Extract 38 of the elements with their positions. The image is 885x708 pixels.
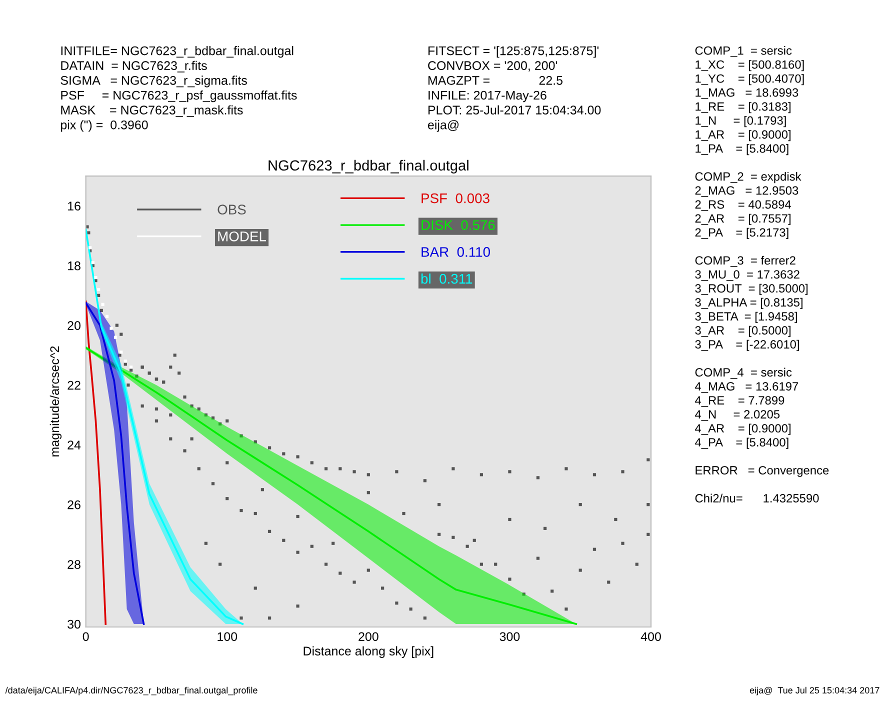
- y-axis-title: magnitude/arcsec^2: [50, 346, 62, 456]
- x-tick-label: 400: [640, 632, 661, 642]
- legend-label: BAR 0.110: [422, 247, 490, 257]
- y-tick-label: 20: [68, 321, 80, 330]
- line-series: [86, 300, 107, 625]
- legend-label: bl 0.311: [421, 274, 472, 284]
- x-tick-label: 100: [218, 632, 238, 642]
- y-tick-label: 16: [68, 202, 80, 211]
- y-tick-label: 18: [68, 261, 80, 270]
- text: /data/eija/CALIFA/p4.dir/NGC7623_r_bdbar_final.outgal_profile: [5, 686, 258, 696]
- y-tick-label: 22: [68, 380, 80, 390]
- point: [120, 350, 123, 354]
- x-tick-label: 0: [82, 632, 89, 642]
- point: [91, 261, 94, 264]
- point: [110, 326, 113, 330]
- point: [130, 366, 133, 369]
- y-tick-label: 24: [68, 440, 81, 450]
- x-tick-label: 200: [358, 632, 378, 642]
- y-tick-label: 26: [68, 500, 80, 510]
- point: [114, 336, 118, 339]
- point: [94, 276, 98, 280]
- y-tick-label: 28: [68, 560, 80, 569]
- point: [97, 288, 100, 292]
- text: eija@ Tue Jul 25 15:04:34 2017: [750, 686, 880, 696]
- y-tick-label: 30: [68, 620, 80, 629]
- legend-label: MODEL: [218, 231, 266, 242]
- text: FITSECT = '[125:875,125:875]' CONVBOX = '200, 200' MAGZPT = 22.5 INFILE: 2017-May-26 PLOT: 25-Jul-2017 15:04:34.00 eija@: [428, 46, 601, 132]
- legend-label: PSF 0.003: [422, 193, 490, 204]
- legend-label: OBS: [218, 204, 246, 214]
- point: [88, 246, 92, 250]
- point: [105, 314, 109, 318]
- legend-label: DISK 0.576: [422, 220, 495, 230]
- text: COMP_1 = sersic 1_XC = [500.8160] 1_YC = [500.4070] 1_MAG = 18.6993 1_RE = [0.3183] 1_N = [0.1793] 1_AR = [0.9000] 1_PA = [5.8400] COMP_2 = expdisk 2_MAG = 12.9503 2_RS = 40.5894 2_AR = [0.7557] 2_PA = [5.2173] COMP_3 = ferrer2 3_MU_0 = 17.3632 3_ROUT = [30.5000] 3_ALPHA = [0.8135] 3_BETA = [1.9458] 3_AR = [0.5000] 3_PA = [-22.6010] COMP_4 = sersic 4_MAG = 13.6197 4_RE = 7.7899 4_N = 2.0205 4_AR = [0.9000] 4_PA = [5.8400] ERROR = Convergence Chi2/nu= 1.4325590: [695, 46, 829, 503]
- x-tick-label: 300: [500, 632, 520, 642]
- chart-title: NGC7623_r_bdbar_final.outgal: [268, 160, 468, 174]
- text: INITFILE= NGC7623_r_bdbar_final.outgal DATAIN = NGC7623_r.fits SIGMA = NGC7623_r_sigma.fits PSF = NGC7623_r_psf_gaussmoffat.fits MASK = NGC7623_r_mask.fits pix (") = 0.3960: [60, 46, 297, 132]
- point: [124, 360, 127, 363]
- x-axis-title: Distance along sky [pix]: [304, 646, 434, 658]
